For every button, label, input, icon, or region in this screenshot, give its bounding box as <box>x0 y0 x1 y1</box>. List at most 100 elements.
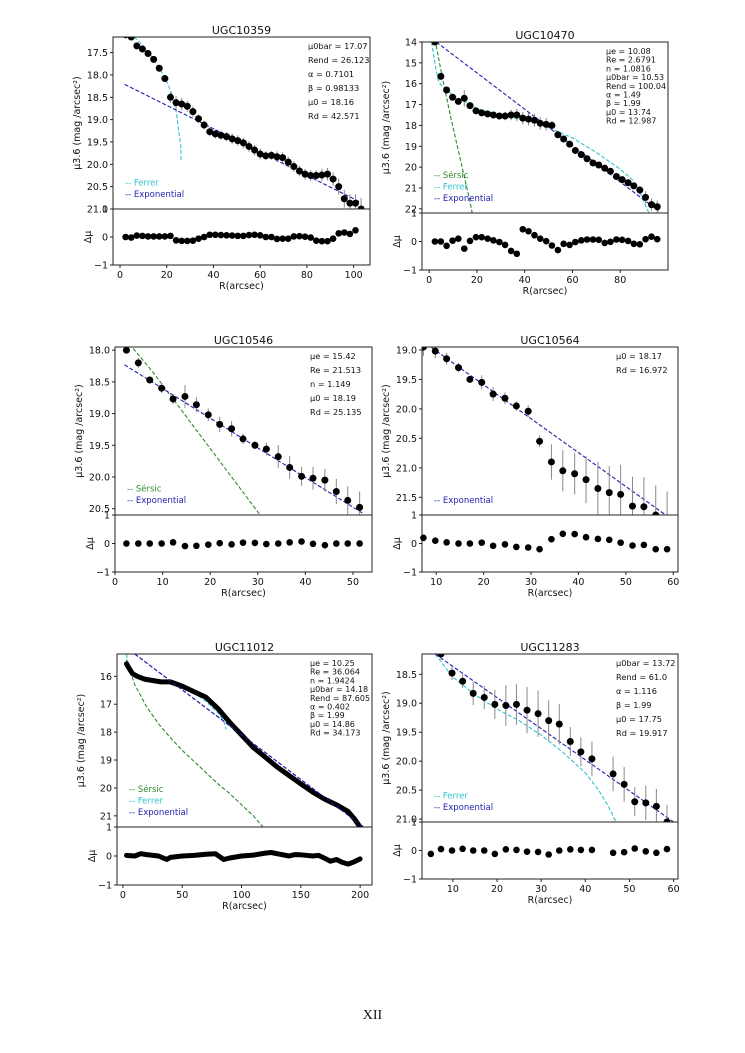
residual-point <box>333 540 340 547</box>
residual-point <box>133 232 141 239</box>
x-tick-label: 100 <box>232 890 250 901</box>
residual-point <box>480 847 488 854</box>
data-point <box>612 173 620 181</box>
residual-point <box>466 540 474 547</box>
x-tick-label: 30 <box>525 577 537 588</box>
residual-point <box>193 542 200 550</box>
residual-points <box>122 226 359 245</box>
data-point <box>204 411 212 419</box>
fit-parameter: Re = 36.064 <box>310 668 360 677</box>
legend-entry: -- Exponential <box>129 808 188 818</box>
residual-point <box>578 237 585 244</box>
y-tick-label: 19.0 <box>87 115 108 126</box>
residual-point <box>431 238 439 245</box>
data-point <box>525 115 533 123</box>
y-tick-label: 20.5 <box>396 786 417 797</box>
fit-parameter: Rend = 87.605 <box>310 694 370 703</box>
fit-parameter: α = 1.116 <box>616 686 657 696</box>
data-points <box>122 37 365 209</box>
x-tick-label: 0 <box>112 577 118 588</box>
y-tick-label: 19.5 <box>87 137 108 148</box>
x-tick-label: 20 <box>491 884 503 895</box>
residual-point <box>420 534 427 542</box>
residual-point <box>352 226 359 234</box>
fit-parameter: β = 0.98133 <box>308 83 359 93</box>
data-point <box>239 139 247 147</box>
x-tick-label: 20 <box>161 270 173 281</box>
model-line-exponential <box>434 654 674 822</box>
residual-axis-label: Δμ <box>392 844 403 857</box>
data-point <box>251 146 259 154</box>
data-point <box>166 93 174 101</box>
data-point <box>630 182 638 190</box>
data-point <box>534 710 542 718</box>
data-point <box>216 420 224 428</box>
residual-point <box>200 233 208 241</box>
data-point <box>547 458 555 466</box>
residual-point <box>256 232 264 239</box>
x-axis-label: R(arcsec) <box>219 281 264 292</box>
residual-point <box>648 233 655 240</box>
residual-point <box>489 542 497 550</box>
y-tick-label: 19.0 <box>396 699 417 710</box>
residual-point <box>629 542 636 549</box>
residual-point <box>223 232 230 239</box>
residual-point <box>490 237 497 244</box>
panel-ugc10359: UGC10359 17.5 18.0 18.5 19.0 19.5 20.0 20.5 21.0… <box>70 24 385 295</box>
residual-point <box>652 545 660 553</box>
residual-y-tick-label: 1 <box>106 823 112 834</box>
data-point <box>344 496 352 504</box>
data-point <box>606 167 614 175</box>
data-point <box>566 140 574 148</box>
residual-point <box>507 247 515 255</box>
data-point <box>583 155 591 163</box>
data-point <box>422 347 427 351</box>
residual-point <box>262 233 270 241</box>
legend-entry: -- Ferrer <box>434 792 468 802</box>
fit-parameter: μ0bar = 10.53 <box>606 73 664 82</box>
data-point <box>309 474 317 482</box>
residual-point <box>273 235 281 243</box>
residual-point <box>519 225 527 233</box>
legend-entry: -- Ferrer <box>125 179 159 189</box>
fit-parameter: α = 0.7101 <box>308 69 354 79</box>
data-point <box>211 130 219 138</box>
residual-point <box>534 848 542 856</box>
data-point <box>335 183 343 191</box>
data-point <box>513 111 521 119</box>
models <box>429 347 667 515</box>
residual-axis-label: Δμ <box>85 537 96 550</box>
data-point <box>609 770 617 778</box>
residual-y-tick-label: −1 <box>98 881 112 892</box>
residual-point <box>588 846 596 854</box>
residual-point <box>251 539 259 547</box>
fit-parameter: Rd = 19.917 <box>616 728 668 738</box>
data-point <box>512 402 520 410</box>
data-point <box>577 151 585 159</box>
data-point <box>571 470 579 478</box>
residual-point <box>346 230 354 238</box>
x-tick-label: 10 <box>447 884 459 895</box>
y-tick-label: 20.0 <box>89 472 110 483</box>
x-tick-label: 200 <box>351 890 369 901</box>
data-point <box>618 176 626 184</box>
residual-point <box>127 234 135 241</box>
data-point <box>480 693 488 701</box>
residual-point <box>617 539 624 546</box>
residual-point <box>491 850 499 858</box>
y-tick-label: 19.5 <box>396 728 417 739</box>
data-point <box>536 119 544 127</box>
x-tick-label: 80 <box>301 270 313 281</box>
residual-point <box>189 237 197 244</box>
data-point <box>640 503 648 511</box>
x-axis-label: R(arcsec) <box>221 588 266 599</box>
residual-point <box>559 530 567 538</box>
residual-point <box>640 541 648 549</box>
residual-point <box>613 236 620 243</box>
fit-parameter: n = 1.149 <box>310 379 351 389</box>
data-point <box>519 114 527 122</box>
data-point <box>636 186 644 194</box>
residual-point <box>653 849 660 857</box>
models <box>434 654 674 822</box>
residual-point <box>155 233 163 240</box>
